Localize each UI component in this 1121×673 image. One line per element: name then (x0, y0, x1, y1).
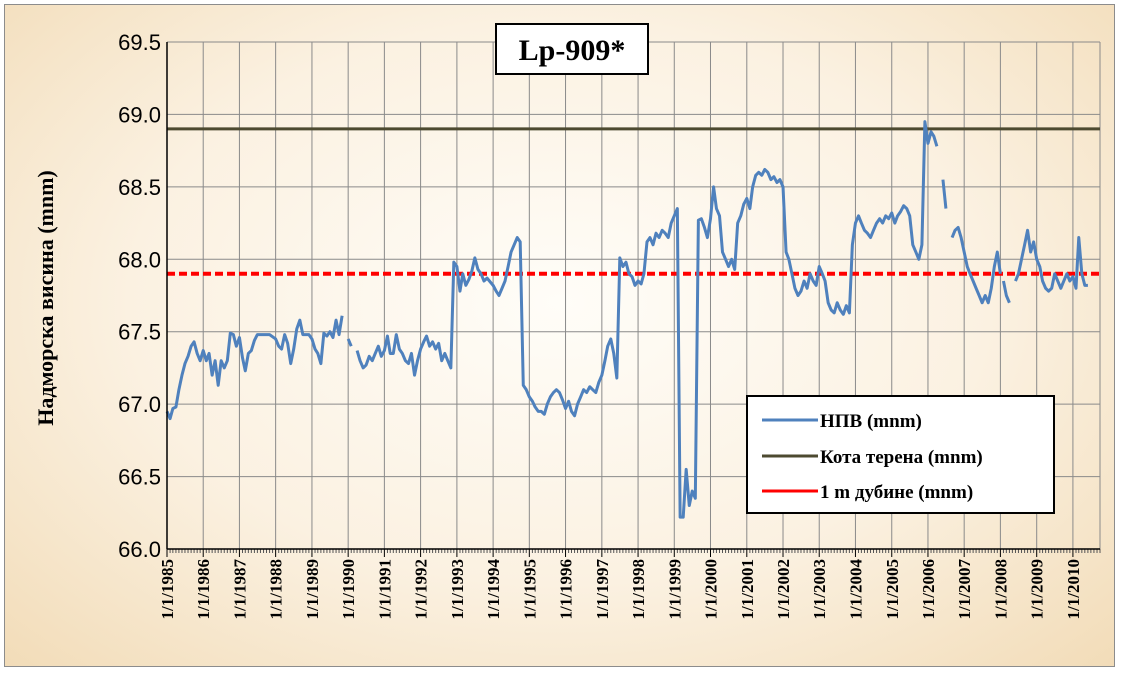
x-tick-label: 1/1/2006 (919, 559, 938, 619)
x-tick-label: 1/1/1985 (158, 559, 177, 619)
x-tick-label: 1/1/2003 (810, 559, 829, 619)
x-tick-label: 1/1/2001 (738, 559, 757, 619)
x-tick-label: 1/1/1991 (375, 559, 394, 619)
series-npv-segment (1014, 228, 1088, 293)
x-tick-label: 1/1/2000 (701, 559, 720, 619)
series-npv-segment (941, 179, 948, 209)
y-tick-label: 66.0 (118, 537, 161, 562)
x-tick-label: 1/1/1987 (230, 559, 249, 620)
x-tick-label: 1/1/2005 (883, 559, 902, 619)
legend: НПВ (mnm) Кота терена (mnm) 1 m дубине (… (746, 395, 1055, 514)
y-tick-label: 67.5 (118, 320, 161, 345)
y-tick-label: 66.5 (118, 465, 161, 490)
series-npv-segment (950, 225, 1002, 305)
x-tick-label: 1/1/1998 (629, 559, 648, 619)
x-tick-label: 1/1/2004 (846, 559, 865, 620)
y-tick-label: 67.0 (118, 392, 161, 417)
chart-title: Lp-909* (495, 23, 649, 75)
y-tick-label: 68.0 (118, 247, 161, 272)
x-tick-label: 1/1/1990 (339, 559, 358, 619)
series-npv-segment (1001, 280, 1011, 304)
series-npv-segment (165, 315, 344, 421)
x-tick-label: 1/1/1993 (448, 559, 467, 619)
x-tick-label: 1/1/2002 (774, 559, 793, 619)
x-tick-label: 1/1/1996 (557, 559, 576, 619)
x-tick-label: 1/1/1988 (267, 559, 286, 619)
x-tick-label: 1/1/2007 (955, 559, 974, 620)
x-tick-label: 1/1/2009 (1028, 559, 1047, 619)
series-npv-segment (346, 338, 353, 347)
y-tick-label: 69.0 (118, 102, 161, 127)
x-tick-label: 1/1/1989 (303, 559, 322, 619)
x-tick-label: 1/1/1997 (593, 559, 612, 620)
y-tick-label: 68.5 (118, 175, 161, 200)
x-tick-label: 1/1/1999 (665, 559, 684, 619)
x-tick-label: 1/1/1992 (412, 559, 431, 619)
x-tick-label: 1/1/2010 (1064, 559, 1083, 619)
x-tick-label: 1/1/1995 (520, 559, 539, 619)
legend-label-terrain: Кота терена (mnm) (820, 447, 983, 468)
legend-label-npv: НПВ (mnm) (820, 411, 922, 432)
x-tick-label: 1/1/1994 (484, 559, 503, 620)
y-axis-label: Надморска висина (mnm) (33, 170, 58, 426)
title-box (495, 23, 649, 75)
title-text: Lp-909* (519, 34, 626, 67)
axis-layer: 66.0 66.5 67.0 67.5 68.0 68.5 69.0 69.5 1/1/1985… (118, 30, 1101, 620)
legend-label-depth: 1 m дубине (mnm) (820, 482, 973, 503)
series-layer (165, 120, 1100, 519)
series-npv-segment (355, 120, 939, 519)
x-tick-label: 1/1/1986 (194, 559, 213, 619)
x-tick-label: 1/1/2008 (991, 559, 1010, 619)
y-tick-label: 69.5 (118, 30, 161, 55)
